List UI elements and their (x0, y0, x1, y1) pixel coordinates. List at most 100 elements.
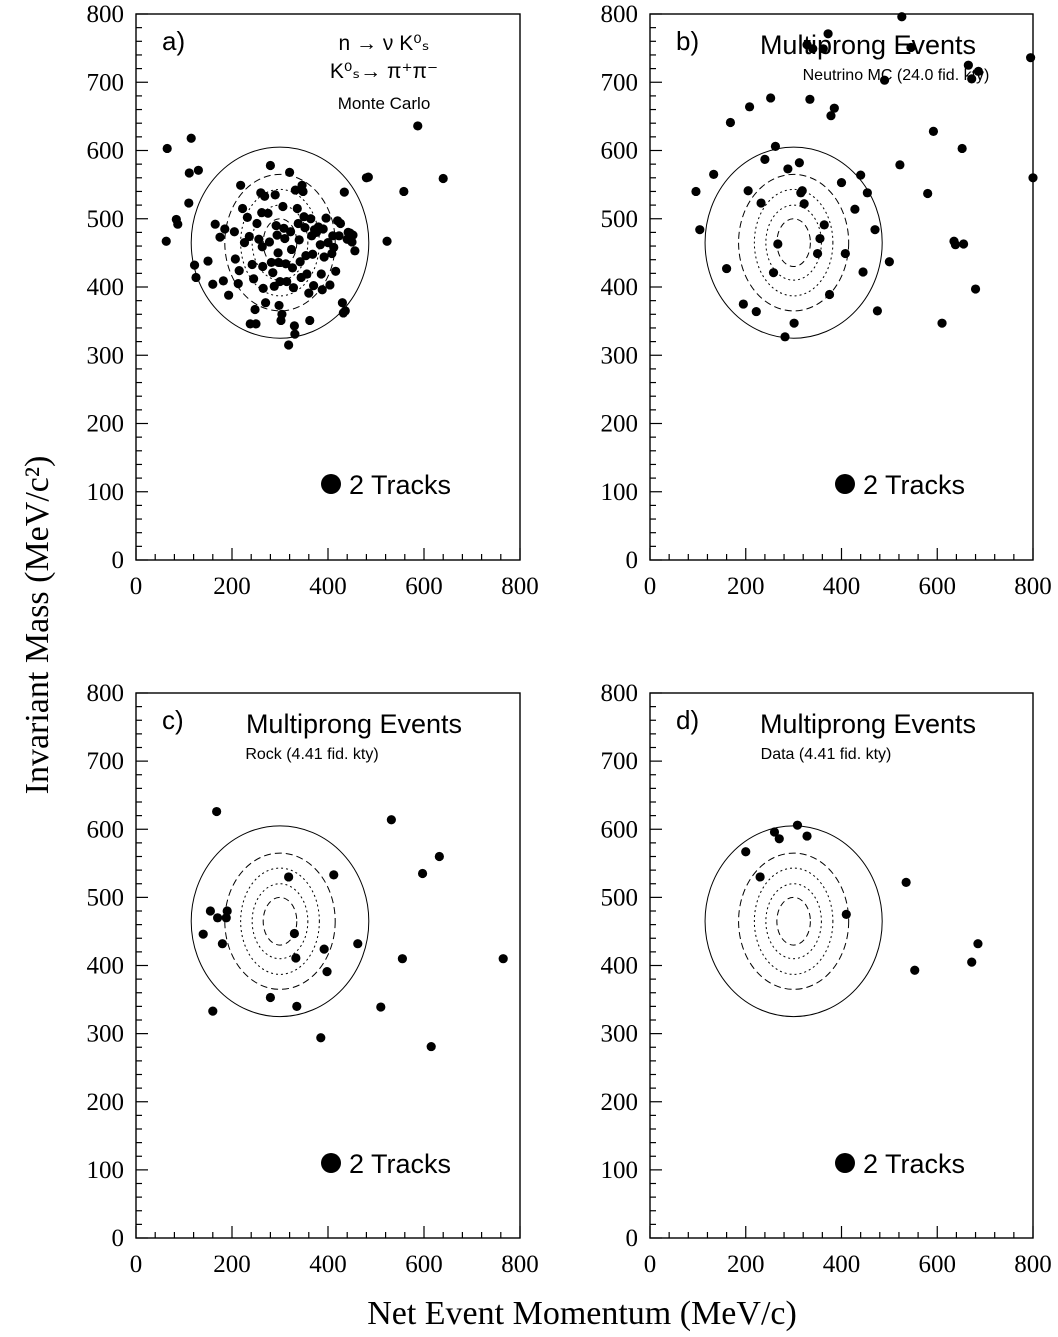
data-point-b (773, 239, 783, 249)
data-point-c (265, 992, 275, 1003)
data-point-a (295, 257, 305, 267)
data-point-a (242, 212, 252, 222)
panels: 0 200 400 600 800 0 100 200 300 400 500 600 700 800 a)… (87, 1, 1052, 1278)
data-point-c (292, 1001, 302, 1011)
data-point-b (709, 169, 719, 179)
x-tick-label-d: 200 (727, 1251, 765, 1278)
data-point-b (897, 12, 907, 22)
data-point-b (695, 225, 705, 235)
data-point-a (191, 272, 201, 283)
data-point-d (755, 872, 765, 882)
data-point-a (438, 173, 448, 184)
data-point-a (290, 329, 300, 339)
y-tick-label-c: 300 (87, 1021, 125, 1048)
data-point-d (741, 847, 751, 857)
data-point-a (348, 230, 358, 240)
panel-subtitle-c: Rock (4.41 fid. kty) (245, 746, 378, 763)
signal-contour-d (765, 883, 822, 960)
data-point-b (823, 29, 833, 39)
y-tick-label-c: 700 (87, 748, 125, 775)
legend-marker-a (321, 474, 341, 494)
data-point-a (293, 218, 303, 229)
data-point-b (856, 170, 866, 180)
data-point-b (744, 102, 755, 112)
x-tick-label-a: 400 (309, 573, 347, 600)
data-point-c (498, 954, 508, 964)
data-point-c (322, 967, 332, 977)
legend-label-d: 2 Tracks (863, 1149, 965, 1179)
data-point-a (321, 213, 331, 223)
panel-b: 0 200 400 600 800 0 100 200 300 400 500 600 700 800 b)… (601, 1, 1052, 600)
signal-contour-c (240, 867, 320, 975)
data-point-a (413, 121, 423, 131)
data-point-a (261, 298, 271, 308)
data-point-a (305, 315, 315, 326)
data-point-b (743, 186, 753, 196)
data-point-a (173, 219, 183, 229)
data-point-a (278, 201, 288, 212)
data-point-a (272, 230, 282, 240)
data-point-a (245, 319, 255, 329)
panel-label-c: c) (162, 705, 184, 735)
x-tick-label-c: 0 (130, 1251, 143, 1278)
y-tick-label-b: 300 (601, 342, 639, 369)
data-point-a (350, 246, 360, 256)
y-tick-label-a: 300 (87, 342, 125, 369)
data-point-b (808, 44, 818, 54)
data-point-c (289, 928, 299, 939)
y-tick-label-d: 0 (626, 1225, 639, 1252)
signal-contour-c (224, 852, 336, 990)
y-tick-label-a: 700 (87, 69, 125, 96)
data-point-b (818, 44, 828, 54)
data-point-d (841, 909, 851, 920)
data-point-c (319, 944, 329, 954)
data-point-a (277, 309, 287, 319)
data-point-b (766, 93, 776, 103)
data-point-b (691, 186, 701, 197)
data-point-a (337, 298, 347, 308)
data-point-a (285, 227, 296, 237)
x-tick-label-a: 0 (130, 573, 143, 600)
data-point-a (203, 256, 213, 266)
data-point-a (244, 231, 254, 242)
data-point-a (230, 254, 240, 264)
data-point-b (884, 257, 894, 267)
data-point-a (233, 278, 243, 289)
x-tick-label-c: 800 (501, 1251, 539, 1278)
data-point-a (257, 242, 267, 252)
data-point-b (836, 177, 847, 188)
x-tick-label-c: 200 (213, 1251, 251, 1278)
data-point-b (738, 299, 748, 309)
panel-d: 0 200 400 600 800 0 100 200 300 400 500 600 700 800 d)… (601, 680, 1052, 1278)
signal-contour-d (704, 825, 883, 1018)
data-point-b (850, 204, 860, 214)
data-point-a (316, 269, 326, 279)
data-point-a (399, 186, 409, 197)
data-point-b (815, 233, 825, 244)
data-point-c (397, 954, 407, 964)
data-point-a (258, 261, 268, 272)
data-point-b (963, 60, 973, 70)
y-tick-label-a: 400 (87, 274, 125, 301)
data-point-a (290, 185, 300, 195)
data-point-b (928, 126, 939, 136)
panel-subtitle-b: Neutrino MC (24.0 fid. kty) (803, 67, 990, 84)
data-point-b (967, 74, 977, 84)
legend-label-c: 2 Tracks (349, 1149, 451, 1179)
data-point-b (937, 318, 947, 328)
data-point-a (285, 167, 295, 177)
data-point-a (289, 321, 299, 331)
data-point-b (1026, 53, 1036, 63)
signal-contour-c (251, 883, 309, 960)
data-point-a (286, 244, 297, 255)
data-point-d (769, 827, 780, 837)
data-point-a (161, 236, 171, 246)
legend-marker-c (321, 1153, 341, 1173)
legend-marker-b (835, 474, 855, 494)
data-point-a (229, 227, 239, 237)
data-point-a (298, 186, 308, 197)
data-point-b (725, 117, 736, 128)
data-point-a (271, 220, 281, 231)
data-point-b (760, 154, 770, 164)
y-tick-label-d: 500 (601, 884, 639, 911)
